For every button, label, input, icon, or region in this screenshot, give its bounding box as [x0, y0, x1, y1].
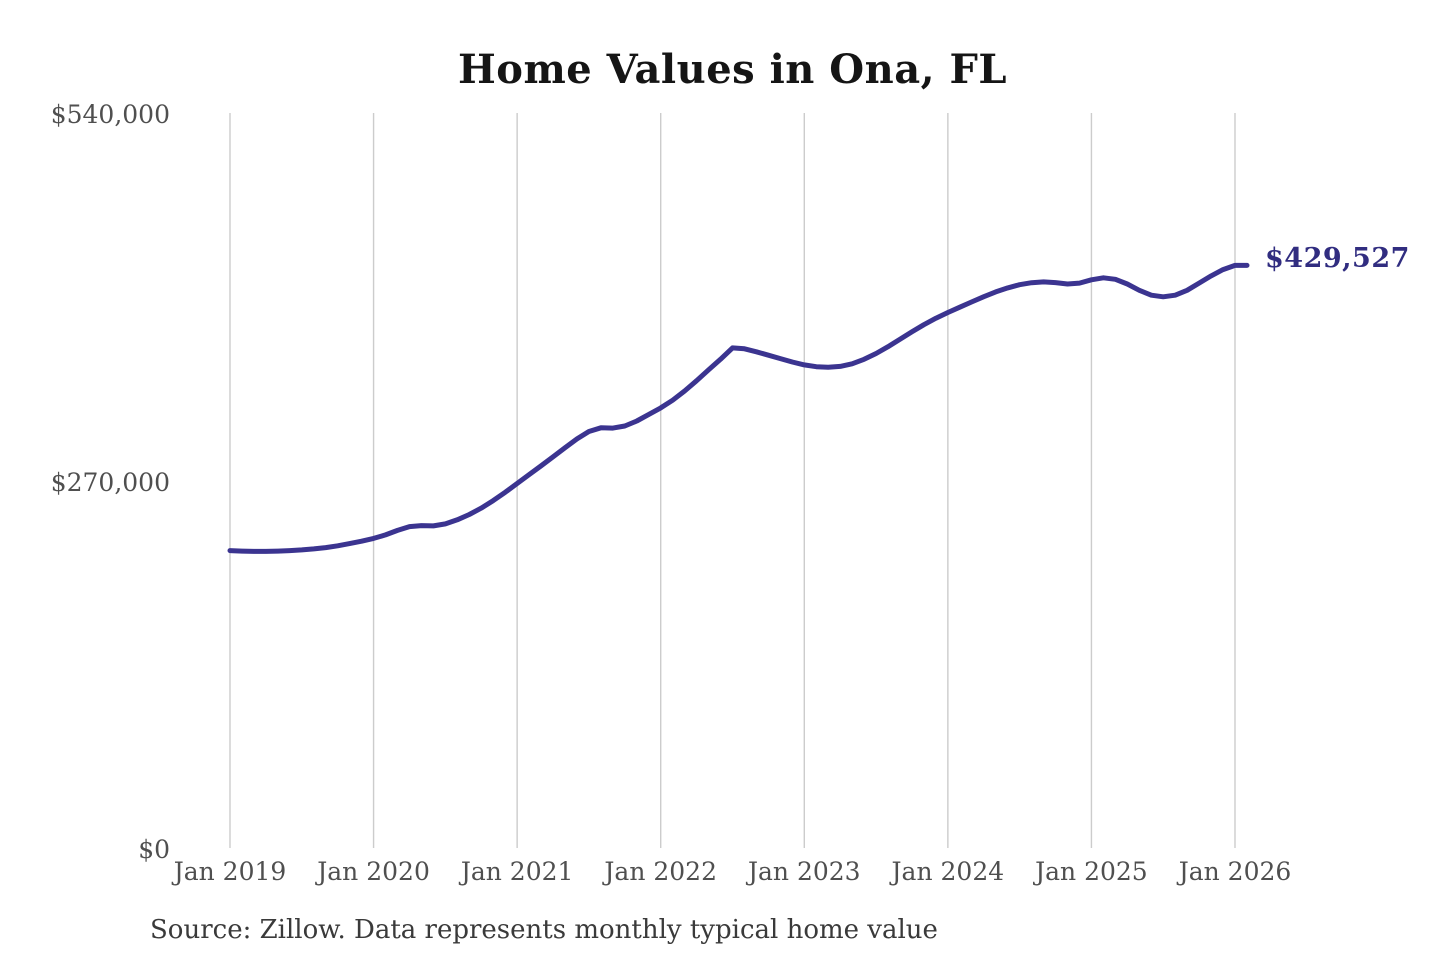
x-tick-label: Jan 2024 — [891, 857, 1005, 886]
source-note: Source: Zillow. Data represents monthly … — [150, 915, 938, 945]
y-tick-label: $270,000 — [50, 467, 170, 497]
x-tick-label: Jan 2019 — [173, 857, 287, 886]
x-tick-label: Jan 2020 — [317, 857, 430, 886]
x-tick-label: Jan 2026 — [1178, 857, 1292, 886]
x-tick-label: Jan 2025 — [1035, 857, 1148, 886]
y-tick-label: $0 — [138, 835, 170, 864]
x-tick-label: Jan 2023 — [747, 857, 861, 886]
y-tick-label: $540,000 — [50, 100, 170, 129]
chart-title: Home Values in Ona, FL — [457, 46, 1008, 93]
x-tick-label: Jan 2022 — [604, 857, 717, 886]
home-value-line — [227, 262, 1250, 554]
x-tick-label: Jan 2021 — [460, 857, 574, 886]
latest-value-label: $429,527 — [1265, 243, 1410, 275]
